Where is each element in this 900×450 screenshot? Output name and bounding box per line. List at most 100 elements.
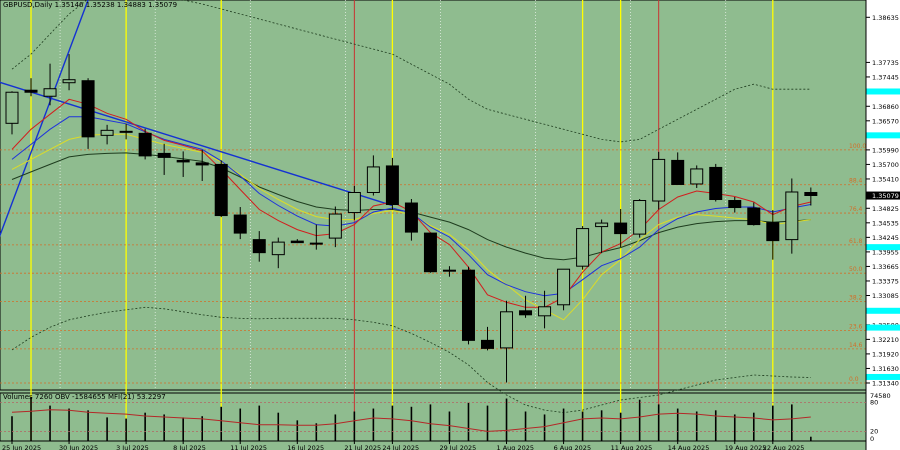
time-tick-label: 29 Jul 2025 xyxy=(439,444,476,450)
price-tick-label: 1.38635 xyxy=(872,14,899,22)
cyan-level-marker xyxy=(866,132,900,139)
trend-line xyxy=(0,81,393,207)
bull-candle-body xyxy=(119,130,133,133)
mfi-line xyxy=(11,409,811,432)
bull-candle-body xyxy=(442,269,456,272)
bull-candle-body xyxy=(500,311,514,349)
price-tick-label: 1.32210 xyxy=(872,336,899,344)
time-tick-label: 11 Jul 2025 xyxy=(230,444,267,450)
candle xyxy=(138,128,152,160)
bear-candle-body xyxy=(671,159,685,185)
candle xyxy=(119,123,133,140)
candle xyxy=(385,157,399,210)
candle xyxy=(5,91,19,135)
price-tick-label: 1.35700 xyxy=(872,161,899,169)
candle xyxy=(481,326,494,351)
indicator-tick-label: 80 xyxy=(870,399,878,407)
candle xyxy=(652,151,666,210)
bear-candle-body xyxy=(728,200,742,209)
candle xyxy=(290,239,304,244)
time-tick-label: 30 Jun 2025 xyxy=(59,444,98,450)
fibo-level-label: 100.0 xyxy=(849,143,866,150)
bear-candle-body xyxy=(481,339,494,349)
bear-candle-body xyxy=(138,132,152,157)
bull-candle-body xyxy=(5,91,19,124)
candle xyxy=(766,210,780,260)
candle xyxy=(614,209,628,248)
candle xyxy=(271,237,285,269)
price-tick-label: 1.34245 xyxy=(872,234,899,242)
cyan-level-marker xyxy=(866,307,900,314)
time-tick-label: 11 Aug 2025 xyxy=(611,444,653,450)
candle xyxy=(557,268,571,311)
candle xyxy=(576,226,590,270)
candle xyxy=(785,178,799,254)
candle xyxy=(461,266,475,345)
time-tick-label: 21 Jul 2025 xyxy=(344,444,381,450)
candle xyxy=(24,78,38,97)
candle xyxy=(233,207,247,240)
price-tick-label: 1.34825 xyxy=(872,205,899,213)
candle xyxy=(633,199,647,238)
time-tick-label: 1 Aug 2025 xyxy=(497,444,535,450)
candle xyxy=(804,187,818,206)
fibo-level-label: 0.0 xyxy=(849,376,859,383)
last-price-label: 1.35079 xyxy=(872,192,899,200)
candle xyxy=(176,151,190,177)
indicator-tick-label: 74580 xyxy=(870,392,891,400)
cyan-level-marker xyxy=(866,324,900,331)
price-plot-frame xyxy=(0,0,867,391)
price-title: GBPUSD,Daily 1.35146 1.35238 1.34883 1.3… xyxy=(3,1,178,9)
bear-candle-body xyxy=(252,239,266,254)
bear-candle-body xyxy=(385,165,399,206)
bull-candle-body xyxy=(538,306,552,317)
bear-candle-body xyxy=(24,89,38,93)
fibo-level-label: 14.6 xyxy=(849,342,863,349)
bear-candle-body xyxy=(195,162,209,166)
bull-candle-body xyxy=(652,158,666,202)
candle xyxy=(309,224,323,250)
price-tick-label: 1.35410 xyxy=(872,175,899,183)
bull-candle-body xyxy=(347,191,361,214)
candle xyxy=(62,54,76,91)
fibo-level-label: 38.2 xyxy=(849,295,863,302)
bear-candle-body xyxy=(461,269,475,341)
candle xyxy=(366,155,380,196)
price-tick-label: 1.33665 xyxy=(872,263,899,271)
bull-candle-body xyxy=(557,268,571,306)
fibo-level-label: 50.0 xyxy=(849,266,863,273)
candle xyxy=(538,290,552,329)
cyan-level-marker xyxy=(866,244,900,251)
bull-candle-body xyxy=(633,200,647,235)
candle xyxy=(690,165,704,188)
time-tick-label: 8 Jul 2025 xyxy=(173,444,206,450)
last-price-marker xyxy=(866,191,900,200)
bear-candle-body xyxy=(81,80,95,138)
candle xyxy=(595,219,609,254)
candle xyxy=(404,199,418,241)
time-tick-label: 25 Jun 2025 xyxy=(2,444,41,450)
bear-candle-body xyxy=(766,222,780,242)
cyan-level-marker xyxy=(866,88,900,95)
price-tick-label: 1.37735 xyxy=(872,59,899,67)
candle xyxy=(747,202,761,226)
candle xyxy=(214,160,228,218)
time-tick-label: 22 Aug 2025 xyxy=(763,444,805,450)
time-tick-label: 6 Aug 2025 xyxy=(554,444,592,450)
time-tick-label: 19 Aug 2025 xyxy=(725,444,767,450)
bear-candle-body xyxy=(157,152,171,158)
trend-line xyxy=(0,0,89,238)
candle xyxy=(709,163,723,202)
price-tick-label: 1.36860 xyxy=(872,103,899,111)
fibo-level-label: 76.4 xyxy=(849,206,863,213)
bull-candle-body xyxy=(43,88,57,97)
bear-candle-body xyxy=(233,214,247,234)
time-tick-label: 14 Aug 2025 xyxy=(668,444,710,450)
price-tick-label: 1.31630 xyxy=(872,365,899,373)
bull-candle-body xyxy=(328,213,342,239)
fibo-level-label: 23.6 xyxy=(849,323,863,330)
bear-candle-body xyxy=(614,222,628,235)
price-tick-label: 1.37445 xyxy=(872,73,899,81)
candle xyxy=(347,185,361,221)
time-tick-label: 3 Jul 2025 xyxy=(116,444,149,450)
